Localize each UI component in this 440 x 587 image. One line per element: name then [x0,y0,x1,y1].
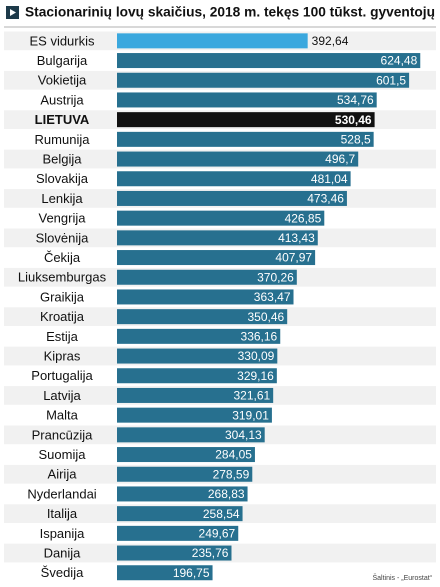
value-label: 481,04 [311,172,348,186]
value-label: 235,76 [192,546,229,560]
category-label: Suomija [39,447,87,462]
bar [117,33,308,49]
bar [117,72,410,88]
value-label: 601,5 [376,73,406,87]
category-label: Liuksemburgas [18,270,107,285]
category-label: Lenkija [41,191,83,206]
category-label: Belgija [42,151,82,166]
category-label: LIETUVA [35,112,90,127]
category-label: ES vidurkis [29,33,95,48]
value-label: 407,97 [275,251,312,265]
bar [117,250,316,266]
bar [117,210,325,226]
bar [117,309,288,325]
value-label: 624,48 [381,54,418,68]
value-label: 258,54 [203,507,240,521]
bar [117,506,243,522]
bar [117,545,232,561]
bar [117,368,277,384]
bar [117,348,278,364]
value-label: 336,16 [241,330,278,344]
bar [117,466,253,482]
bar [117,525,239,541]
category-label: Portugalija [31,368,93,383]
value-label: 530,46 [335,113,372,127]
bar [117,92,377,108]
value-label: 330,09 [238,349,275,363]
bar [117,112,375,128]
category-label: Estija [46,329,79,344]
value-label: 321,61 [233,389,270,403]
category-label: Slovakija [36,171,89,186]
source: Šaltinis - „Eurostat“ [372,573,432,582]
bar [117,427,265,443]
chart-title: Stacionarinių lovų skaičius, 2018 m. tek… [25,4,435,20]
bar [117,53,421,69]
value-label: 249,67 [199,527,236,541]
category-label: Vengrija [39,211,87,226]
bar [117,190,347,206]
value-label: 528,5 [341,133,371,147]
category-label: Nyderlandai [27,486,96,501]
category-label: Graikija [40,289,85,304]
category-label: Prancūzija [32,427,93,442]
category-label: Austrija [40,92,84,107]
category-label: Latvija [43,388,81,403]
category-label: Malta [46,408,79,423]
category-label: Slovėnija [36,230,90,245]
bar [117,269,297,285]
category-label: Ispanija [40,526,86,541]
category-label: Čekija [44,250,81,265]
value-label: 278,59 [213,467,250,481]
value-label: 473,46 [307,192,344,206]
category-label: Švedija [41,565,84,580]
bar [117,328,281,344]
title-icon-arrow [10,9,16,16]
bar [117,230,318,246]
value-label: 319,01 [232,408,269,422]
value-label: 496,7 [325,152,355,166]
value-label: 268,83 [208,487,245,501]
value-label: 413,43 [278,231,315,245]
bar [117,407,272,423]
row-band [4,563,436,583]
bar [117,387,274,403]
category-label: Vokietija [38,73,87,88]
category-label: Bulgarija [37,53,88,68]
value-label: 426,85 [285,211,322,225]
category-label: Rumunija [35,132,91,147]
category-label: Italija [47,506,78,521]
value-label: 392,64 [312,34,349,48]
category-label: Danija [44,545,82,560]
bar [117,171,351,187]
bar [117,131,374,147]
value-label: 350,46 [247,310,284,324]
bar [117,447,255,463]
category-label: Kroatija [40,309,85,324]
value-label: 370,26 [257,270,294,284]
bar [117,486,248,502]
value-label: 284,05 [215,448,252,462]
category-label: Airija [48,467,78,482]
value-label: 304,13 [225,428,262,442]
category-label: Kipras [44,348,81,363]
bar [117,151,359,167]
bar [117,565,213,581]
value-label: 196,75 [173,566,210,580]
value-label: 363,47 [254,290,291,304]
value-label: 534,76 [337,93,374,107]
bar [117,289,294,305]
value-label: 329,16 [237,369,274,383]
